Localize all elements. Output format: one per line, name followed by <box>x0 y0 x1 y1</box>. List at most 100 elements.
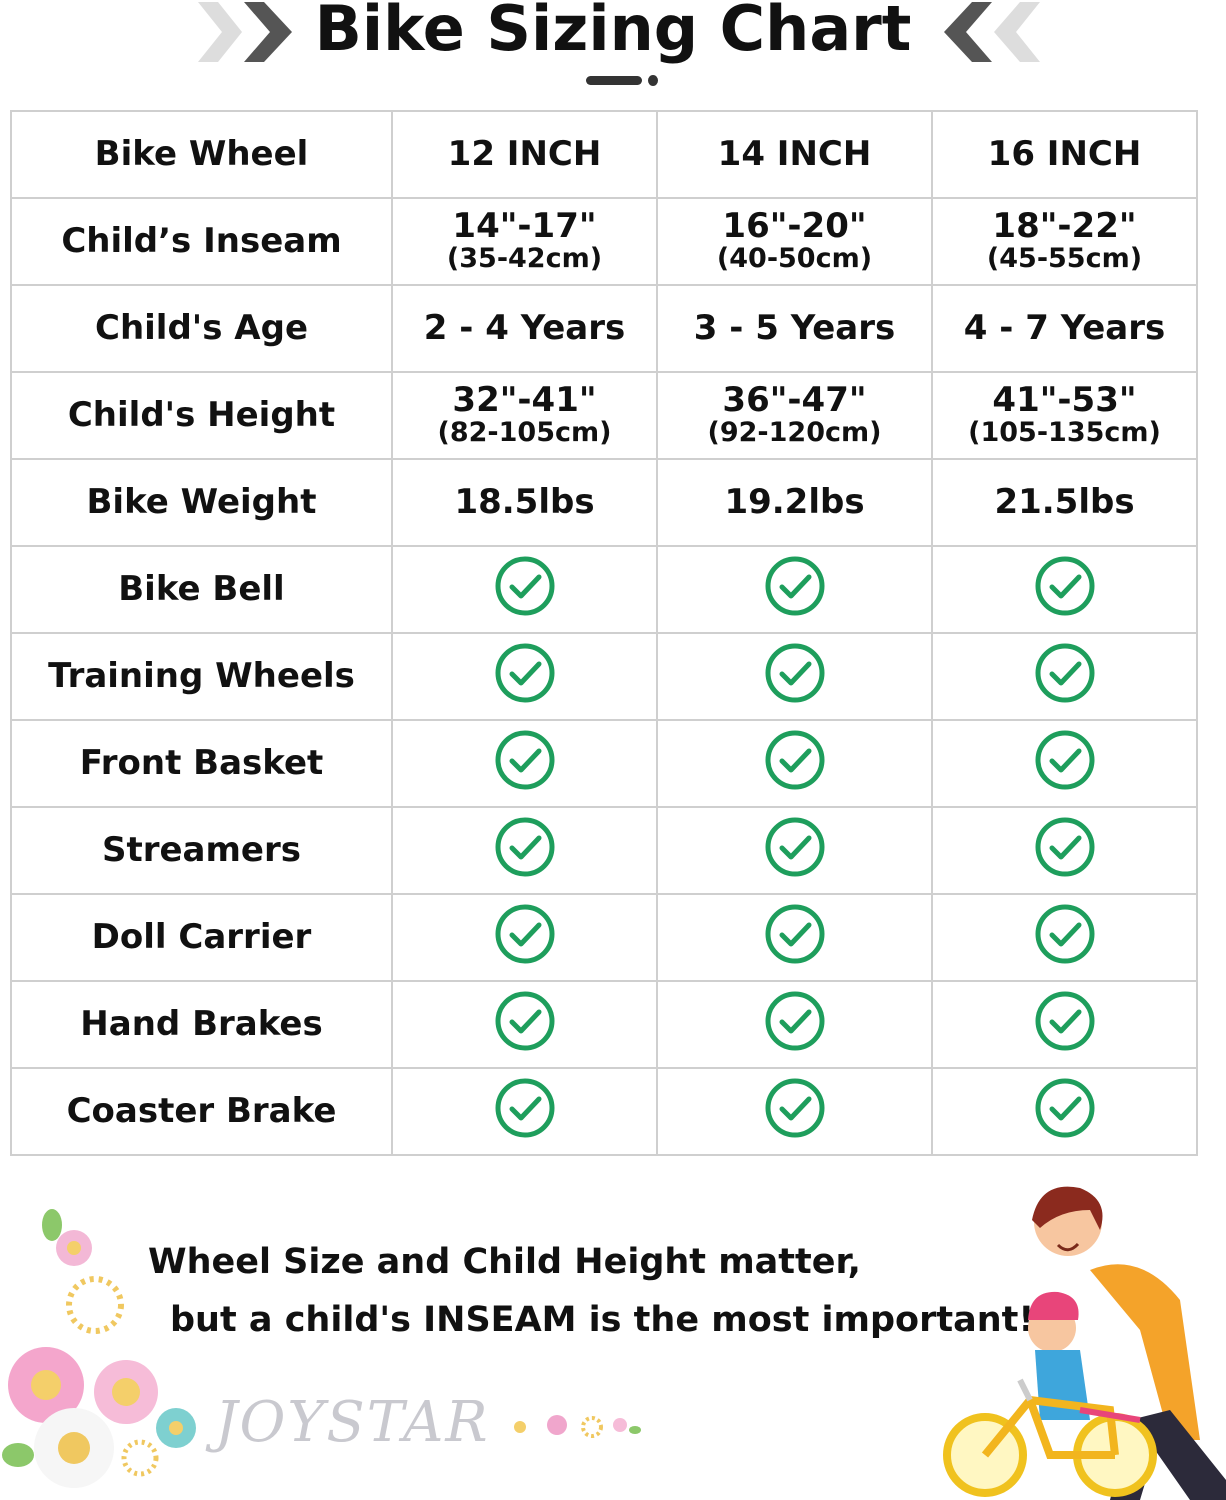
check-circle-icon <box>1034 642 1096 712</box>
cell-value: 19.2lbs <box>724 481 865 522</box>
check-circle-icon <box>494 990 556 1060</box>
value-cell: 2 - 4 Years <box>391 284 658 373</box>
check-cell <box>931 1067 1198 1156</box>
title-underline <box>586 76 642 85</box>
check-circle-icon <box>494 816 556 886</box>
check-circle-icon <box>764 903 826 973</box>
table-row: Bike Bell <box>10 545 1198 634</box>
cell-value: 2 - 4 Years <box>423 307 626 348</box>
check-cell <box>931 719 1198 808</box>
value-cell: 36"-47" (92-120cm) <box>656 371 933 460</box>
column-header: 14 INCH <box>656 110 933 199</box>
value-cell: 18"-22" (45-55cm) <box>931 197 1198 286</box>
cell-value: 41"-53" <box>992 380 1137 421</box>
check-cell <box>391 893 658 982</box>
table-row: Doll Carrier <box>10 893 1198 982</box>
title-underline-dot <box>648 75 658 86</box>
cell-value: 14"-17" <box>452 206 597 247</box>
check-cell <box>391 1067 658 1156</box>
check-cell <box>656 806 933 895</box>
check-circle-icon <box>764 990 826 1060</box>
cell-value: 4 - 7 Years <box>963 307 1166 348</box>
row-label: Child’s Inseam <box>10 197 393 286</box>
value-cell: 4 - 7 Years <box>931 284 1198 373</box>
value-cell: 32"-41" (82-105cm) <box>391 371 658 460</box>
check-cell <box>391 545 658 634</box>
check-circle-icon <box>1034 816 1096 886</box>
check-circle-icon <box>1034 990 1096 1060</box>
check-circle-icon <box>494 642 556 712</box>
check-cell <box>931 893 1198 982</box>
page-title: Bike Sizing Chart <box>314 0 912 65</box>
chevron-left-decoration-icon <box>944 2 1040 62</box>
chevron-right-decoration-icon <box>198 2 292 62</box>
row-label: Bike Weight <box>10 458 393 547</box>
check-cell <box>931 980 1198 1069</box>
cell-metric-value: (35-42cm) <box>446 243 603 275</box>
check-cell <box>391 719 658 808</box>
value-cell: 18.5lbs <box>391 458 658 547</box>
check-cell <box>656 893 933 982</box>
check-circle-icon <box>494 1077 556 1147</box>
row-label: Child's Age <box>10 284 393 373</box>
cell-value: 18"-22" <box>992 206 1137 247</box>
check-cell <box>656 1067 933 1156</box>
cell-value: 32"-41" <box>452 380 597 421</box>
table-row: Hand Brakes <box>10 980 1198 1069</box>
value-cell: 3 - 5 Years <box>656 284 933 373</box>
table-row: Front Basket <box>10 719 1198 808</box>
check-cell <box>931 632 1198 721</box>
row-label: Bike Wheel <box>10 110 393 199</box>
check-circle-icon <box>494 903 556 973</box>
cell-value: 16"-20" <box>722 206 867 247</box>
table-row: Child's Age 2 - 4 Years 3 - 5 Years 4 - 7 Y… <box>10 284 1198 373</box>
check-circle-icon <box>494 555 556 625</box>
row-label: Hand Brakes <box>10 980 393 1069</box>
check-circle-icon <box>764 642 826 712</box>
cell-metric-value: (40-50cm) <box>716 243 873 275</box>
table-row: Child's Height 32"-41" (82-105cm) 36"-47" (9… <box>10 371 1198 460</box>
cell-value: 36"-47" <box>722 380 867 421</box>
table-row: Bike Weight 18.5lbs 19.2lbs 21.5lbs <box>10 458 1198 547</box>
note-line-1: Wheel Size and Child Height matter, <box>148 1242 861 1282</box>
brand-logo: JOYSTAR <box>215 1390 490 1455</box>
check-circle-icon <box>764 816 826 886</box>
row-label: Coaster Brake <box>10 1067 393 1156</box>
cell-metric-value: (45-55cm) <box>986 243 1143 275</box>
check-cell <box>931 806 1198 895</box>
check-cell <box>656 545 933 634</box>
value-cell: 21.5lbs <box>931 458 1198 547</box>
value-cell: 41"-53" (105-135cm) <box>931 371 1198 460</box>
check-cell <box>656 632 933 721</box>
table-header-row: Bike Wheel 12 INCH 14 INCH 16 INCH <box>10 110 1198 199</box>
check-circle-icon <box>1034 729 1096 799</box>
table-row: Coaster Brake <box>10 1067 1198 1156</box>
value-cell: 16"-20" (40-50cm) <box>656 197 933 286</box>
check-circle-icon <box>764 1077 826 1147</box>
check-cell <box>656 980 933 1069</box>
value-cell: 14"-17" (35-42cm) <box>391 197 658 286</box>
sizing-table: Bike Wheel 12 INCH 14 INCH 16 INCH Child… <box>10 110 1198 1156</box>
row-label: Child's Height <box>10 371 393 460</box>
cell-value: 3 - 5 Years <box>693 307 896 348</box>
cell-metric-value: (105-135cm) <box>968 417 1161 449</box>
row-label: Front Basket <box>10 719 393 808</box>
check-cell <box>391 980 658 1069</box>
check-cell <box>656 719 933 808</box>
row-label: Doll Carrier <box>10 893 393 982</box>
value-cell: 19.2lbs <box>656 458 933 547</box>
row-label: Streamers <box>10 806 393 895</box>
check-circle-icon <box>1034 555 1096 625</box>
table-row: Streamers <box>10 806 1198 895</box>
check-circle-icon <box>1034 903 1096 973</box>
small-flowers-decoration <box>514 1415 641 1438</box>
note-line-2: but a child's INSEAM is the most importa… <box>170 1300 1035 1340</box>
check-circle-icon <box>764 555 826 625</box>
cell-metric-value: (92-120cm) <box>707 417 882 449</box>
check-circle-icon <box>494 729 556 799</box>
cell-value: 21.5lbs <box>994 481 1135 522</box>
flowers-decoration <box>2 1209 196 1488</box>
check-cell <box>931 545 1198 634</box>
cell-value: 18.5lbs <box>454 481 595 522</box>
check-cell <box>391 806 658 895</box>
